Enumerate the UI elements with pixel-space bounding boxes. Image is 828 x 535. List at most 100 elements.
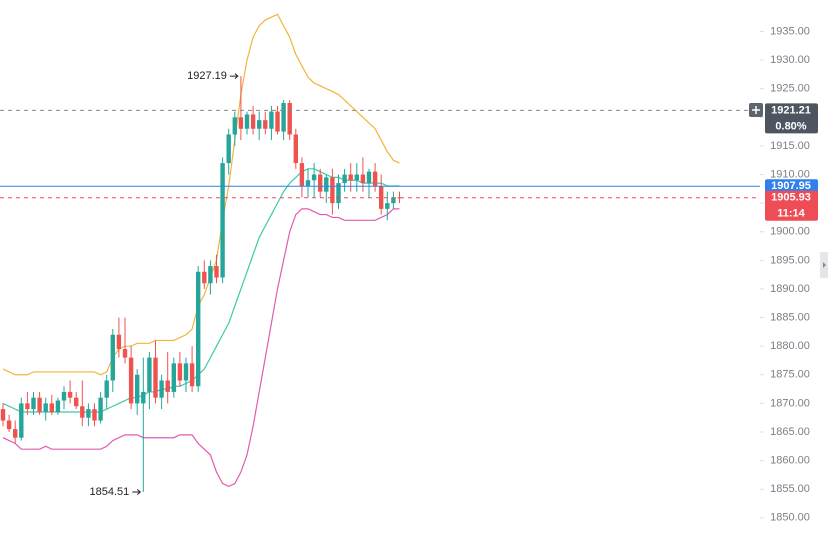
candle-body: [61, 391, 67, 401]
candle-body: [43, 403, 48, 412]
y-tick-label: 1890.00: [770, 283, 810, 295]
candle-body: [13, 429, 18, 438]
y-tick-label: 1885.00: [770, 311, 810, 323]
candle-body: [342, 174, 347, 184]
candle-body: [189, 363, 195, 387]
band-line: [2, 208, 400, 488]
candle-body: [397, 197, 402, 199]
side-tab-arrow: [823, 262, 826, 268]
y-tick-label: 1915.00: [770, 140, 810, 152]
candle-body: [74, 397, 79, 407]
candle-body: [0, 409, 6, 421]
candle-body: [135, 374, 140, 404]
candle-body: [196, 271, 201, 387]
y-tick-label: 1925.00: [770, 83, 810, 95]
candle-body: [238, 117, 244, 129]
band-line: [2, 13, 400, 376]
candle-body: [104, 380, 109, 398]
candle-body: [141, 391, 146, 404]
candle-body: [348, 174, 353, 181]
candle-body: [379, 185, 384, 209]
candle-body: [330, 177, 335, 204]
price-tag-label: 1921.21: [771, 104, 811, 116]
candle-body: [214, 266, 219, 278]
candle-body: [177, 363, 183, 381]
candle-body: [183, 363, 189, 381]
y-tick-label: 1895.00: [770, 254, 810, 266]
candle-body: [49, 403, 54, 412]
candle-body: [116, 334, 122, 350]
y-tick-label: 1875.00: [770, 369, 810, 381]
candle-body: [122, 349, 128, 358]
candle-body: [360, 174, 366, 184]
plot-area: 1927.19 1854.51: [0, 13, 760, 498]
price-tag: [765, 190, 818, 221]
price-tag-extra: 11:14: [777, 208, 805, 220]
y-tick-label: 1870.00: [770, 397, 810, 409]
candle-body: [293, 134, 298, 164]
candle-body: [269, 111, 274, 129]
candle-body: [287, 102, 292, 135]
extreme-arrow: [132, 489, 142, 495]
candle-body: [31, 397, 36, 410]
y-tick-label: 1880.00: [770, 340, 810, 352]
price-tag-label: 1905.93: [771, 192, 811, 204]
add-icon: [752, 106, 760, 114]
candle-body: [128, 357, 134, 404]
candle-body: [98, 397, 103, 421]
price-tag: [765, 179, 818, 194]
candle-body: [208, 266, 213, 284]
candle-body: [275, 111, 280, 132]
candle-body: [80, 406, 85, 418]
candle-body: [232, 117, 237, 135]
price-tag: [765, 103, 818, 134]
price-axis: 1850.00 1855.00 1860.00 1865.00 1870.00 1875.…: [760, 25, 818, 524]
candle-body: [281, 102, 286, 132]
candle-body: [263, 120, 268, 129]
candle-body: [110, 334, 115, 381]
candle-body: [37, 397, 42, 412]
candle-body: [165, 380, 170, 392]
y-tick-label: 1850.00: [770, 512, 810, 524]
y-tick-label: 1930.00: [770, 54, 810, 66]
candle-body: [226, 134, 231, 164]
candle-body: [318, 174, 323, 192]
candle-body: [391, 197, 396, 204]
candle-body: [385, 203, 390, 209]
candle-body: [25, 403, 30, 410]
candle-body: [55, 400, 61, 412]
candle-body: [311, 174, 317, 181]
y-tick-label: 1865.00: [770, 426, 810, 438]
y-tick-label: 1900.00: [770, 226, 810, 238]
candle-body: [153, 357, 158, 398]
candle-body: [299, 163, 305, 186]
candle-body: [220, 163, 225, 278]
candle-body: [257, 120, 262, 129]
candle-body: [19, 403, 24, 438]
extreme-label: 1927.19: [187, 70, 227, 82]
candle-body: [202, 271, 207, 284]
price-tag-extra: 0.80%: [775, 120, 806, 132]
candle-body: [305, 180, 311, 186]
candle-body: [336, 183, 341, 204]
candle-body: [324, 177, 329, 192]
candle-body: [6, 420, 12, 430]
candle-body: [372, 171, 378, 186]
candle-body: [366, 171, 372, 184]
y-tick-label: 1855.00: [770, 483, 810, 495]
price-tag-label: 1907.95: [771, 180, 811, 192]
extreme-arrow: [229, 73, 239, 80]
extreme-label: 1854.51: [90, 486, 130, 498]
candle-body: [354, 174, 359, 181]
candle-body: [67, 391, 73, 398]
candle-body: [244, 114, 250, 129]
y-tick-label: 1860.00: [770, 455, 810, 467]
candle-body: [171, 363, 176, 392]
candle-body: [92, 409, 97, 421]
y-tick-label: 1935.00: [770, 25, 810, 37]
candle-body: [159, 380, 164, 398]
candle-body: [86, 409, 91, 418]
candle-body: [147, 357, 152, 392]
